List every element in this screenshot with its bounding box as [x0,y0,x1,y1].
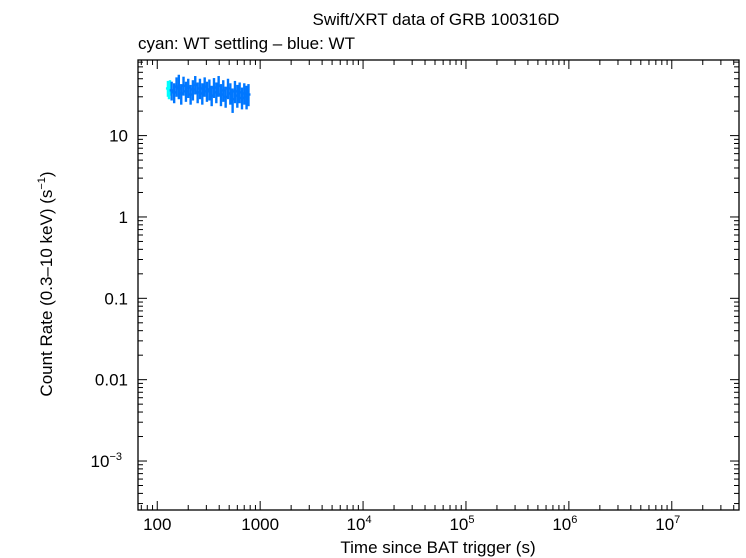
y-tick-label: 1 [119,208,128,227]
x-axis-label: Time since BAT trigger (s) [340,538,535,557]
series-wt [169,74,251,113]
x-tick-label-base: 10 [552,515,571,534]
x-tick-label: 105 [449,514,474,534]
chart-subtitle: cyan: WT settling – blue: WT [138,34,355,53]
x-tick-label: 106 [552,514,577,534]
x-tick-label-base: 1000 [241,515,279,534]
series-wt-settling [165,80,172,100]
chart-title: Swift/XRT data of GRB 100316D [313,10,560,29]
y-axis-label-main: Count Rate (0.3–10 keV) (s [37,190,56,397]
x-tick-label-exponent: 7 [674,514,680,526]
plot-frame [137,59,740,511]
data-series-layer [165,74,251,113]
y-tick-label-base: 0.01 [95,371,128,390]
y-tick-label: 0.01 [95,371,128,390]
x-tick-label-exponent: 5 [468,514,474,526]
x-tick-label: 107 [655,514,680,534]
y-tick-label-exponent: −3 [109,451,122,463]
y-tick-label: 10 [109,127,128,146]
x-tick-label-exponent: 6 [571,514,577,526]
x-tick-label: 100 [143,515,171,534]
y-tick-label: 10−3 [91,451,122,471]
x-tick-label: 104 [347,514,372,534]
y-tick-label-base: 0.1 [104,289,128,308]
y-tick-label: 0.1 [104,289,128,308]
x-tick-label-base: 100 [143,515,171,534]
y-tick-label-base: 10 [91,452,110,471]
x-tick-label-base: 10 [655,515,674,534]
y-axis-label: Count Rate (0.3–10 keV) (s−1) [36,171,56,396]
y-tick-label-base: 10 [109,127,128,146]
y-tick-label-base: 1 [119,208,128,227]
y-axis-label-exponent: −1 [36,177,48,190]
x-tick-label-base: 10 [347,515,366,534]
x-tick-label: 1000 [241,515,279,534]
x-tick-label-exponent: 4 [365,514,371,526]
x-tick-label-base: 10 [449,515,468,534]
y-axis-label-close: ) [37,171,56,177]
